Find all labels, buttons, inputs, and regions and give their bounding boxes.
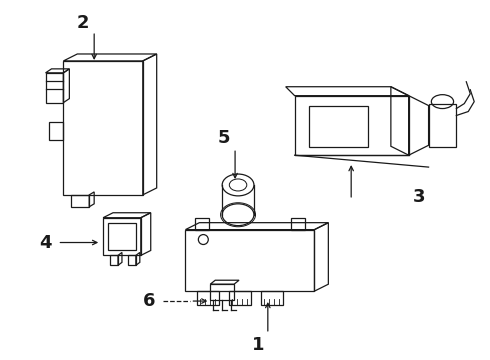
Text: 1: 1 [252,336,264,354]
Text: 4: 4 [39,234,52,252]
Text: 6: 6 [143,292,155,310]
Text: 2: 2 [77,14,90,32]
Text: 5: 5 [218,129,230,147]
Text: 3: 3 [413,188,425,206]
